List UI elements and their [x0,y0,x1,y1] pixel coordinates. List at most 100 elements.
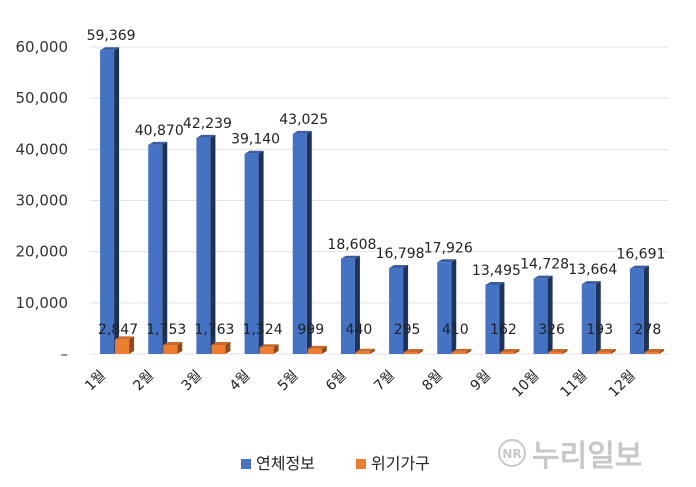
bar-series1-side [114,47,120,355]
data-label-series1: 42,239 [183,116,232,132]
bar-series2-top [355,348,375,352]
data-label-series2: 1,324 [243,322,283,338]
data-label-series1: 13,664 [568,262,617,278]
legend-label: 연체정보 [256,454,315,473]
data-label-series1: 40,870 [135,123,184,139]
data-label-series1: 17,926 [424,240,473,256]
bar-series2-top [115,336,135,340]
bar-series2-top [163,342,183,346]
bar-series1 [485,284,500,354]
bar-series1-top [148,141,168,145]
bar-series2 [211,344,226,354]
bar-series2-side [129,336,135,354]
data-labels: 59,369 2,847 40,870 1,753 42,239 1,763 39,140 1… [87,28,666,338]
bar-series2-top [259,344,279,348]
bar-series2-top [404,349,424,352]
y-tick-label: 60,000 [16,38,69,56]
bar-series2-side [418,349,424,354]
y-tick-label: 10,000 [16,294,69,312]
x-tick-label: 7월 [371,368,398,395]
bar-series2 [500,352,515,354]
bar-series1-side [643,265,649,354]
x-tick-label: 4월 [227,368,254,395]
bar-series1-top [485,281,505,285]
data-label-series2: 1,763 [194,322,234,338]
bar-series2 [452,351,467,354]
y-axis-tick-labels: – 10,000 20,000 30,000 40,000 50,000 60,000 [16,38,69,363]
gridlines [90,46,668,355]
legend: 연체정보 위기가구 [241,454,430,473]
bar-series2-top [500,349,520,352]
data-label-series1: 14,728 [520,257,569,273]
bar-series2-side [369,348,375,354]
bar-series1 [533,278,548,354]
data-label-series1: 18,608 [327,237,376,253]
bar-series2-side [658,349,664,354]
legend-swatch [356,459,366,469]
bar-series1-top [437,259,457,263]
bar-series2 [115,339,130,354]
y-tick-label: 40,000 [16,140,69,158]
data-label-series2: 999 [297,322,324,338]
bar-series2-side [610,349,616,354]
watermark-logo-symbol: NR [502,447,521,461]
x-tick-label: 3월 [179,368,206,395]
bar-series2-top [596,349,616,352]
bar-series1-side [258,150,264,354]
bar-series1 [292,133,307,354]
y-tick-label: 20,000 [16,243,69,261]
bar-series2-side [273,344,279,354]
bar-series1 [340,258,355,354]
y-tick-label: 50,000 [16,89,69,107]
bar-series2 [644,352,659,354]
bar-series2-top [644,349,664,352]
x-tick-label: 12월 [606,368,639,401]
bar-series2 [259,347,274,354]
legend-swatch [241,459,251,469]
x-tick-label: 10월 [509,368,542,401]
data-label-series2: 278 [635,322,662,338]
data-label-series2: 2,847 [98,322,138,338]
x-tick-label: 8월 [419,368,446,395]
data-label-series2: 326 [538,322,565,338]
data-label-series2: 410 [442,322,469,338]
bar-series1-side [499,281,505,354]
bar-series1 [196,137,211,354]
bar-series2 [596,352,611,354]
x-tick-label: 9월 [468,368,495,395]
watermark: NR 누리일보 [498,439,642,474]
bar-series2-side [321,345,327,354]
bar-series1 [629,268,644,354]
bar-series2-side [225,341,231,354]
x-tick-label: 1월 [82,368,109,395]
x-axis-tick-labels: 1월 2월 3월 4월 5월 6월 7월 8월 9월 10월 11월 12월 [82,368,639,401]
bar-series2-top [548,349,568,352]
bar-series2-top [211,341,231,345]
bar-series1 [389,268,404,354]
y-tick-label: – [61,345,69,363]
data-label-series2: 1,753 [146,322,186,338]
bar-series1-side [451,259,457,354]
data-label-series2: 162 [490,322,517,338]
bars [100,47,664,355]
data-label-series1: 59,369 [87,28,136,44]
x-tick-label: 6월 [323,368,350,395]
bar-series1-side [595,281,601,354]
bar-series2-side [466,348,472,354]
bar-series1-top [389,265,409,269]
bar-series1-side [354,255,360,354]
bar-series2-side [562,349,568,354]
bar-series2 [163,345,178,354]
y-tick-label: 30,000 [16,192,69,210]
bar-series1-side [162,141,168,354]
bar-series2-top [307,345,327,349]
bar-series1-top [581,281,601,285]
bar-series1 [581,284,596,354]
data-label-series1: 43,025 [279,112,328,128]
bar-series2-side [177,342,183,354]
bar-series1-side [210,134,216,354]
bar-series1-top [533,275,553,279]
bar-series1-side [403,265,409,354]
data-label-series1: 13,495 [472,263,521,279]
data-label-series2: 440 [346,322,373,338]
